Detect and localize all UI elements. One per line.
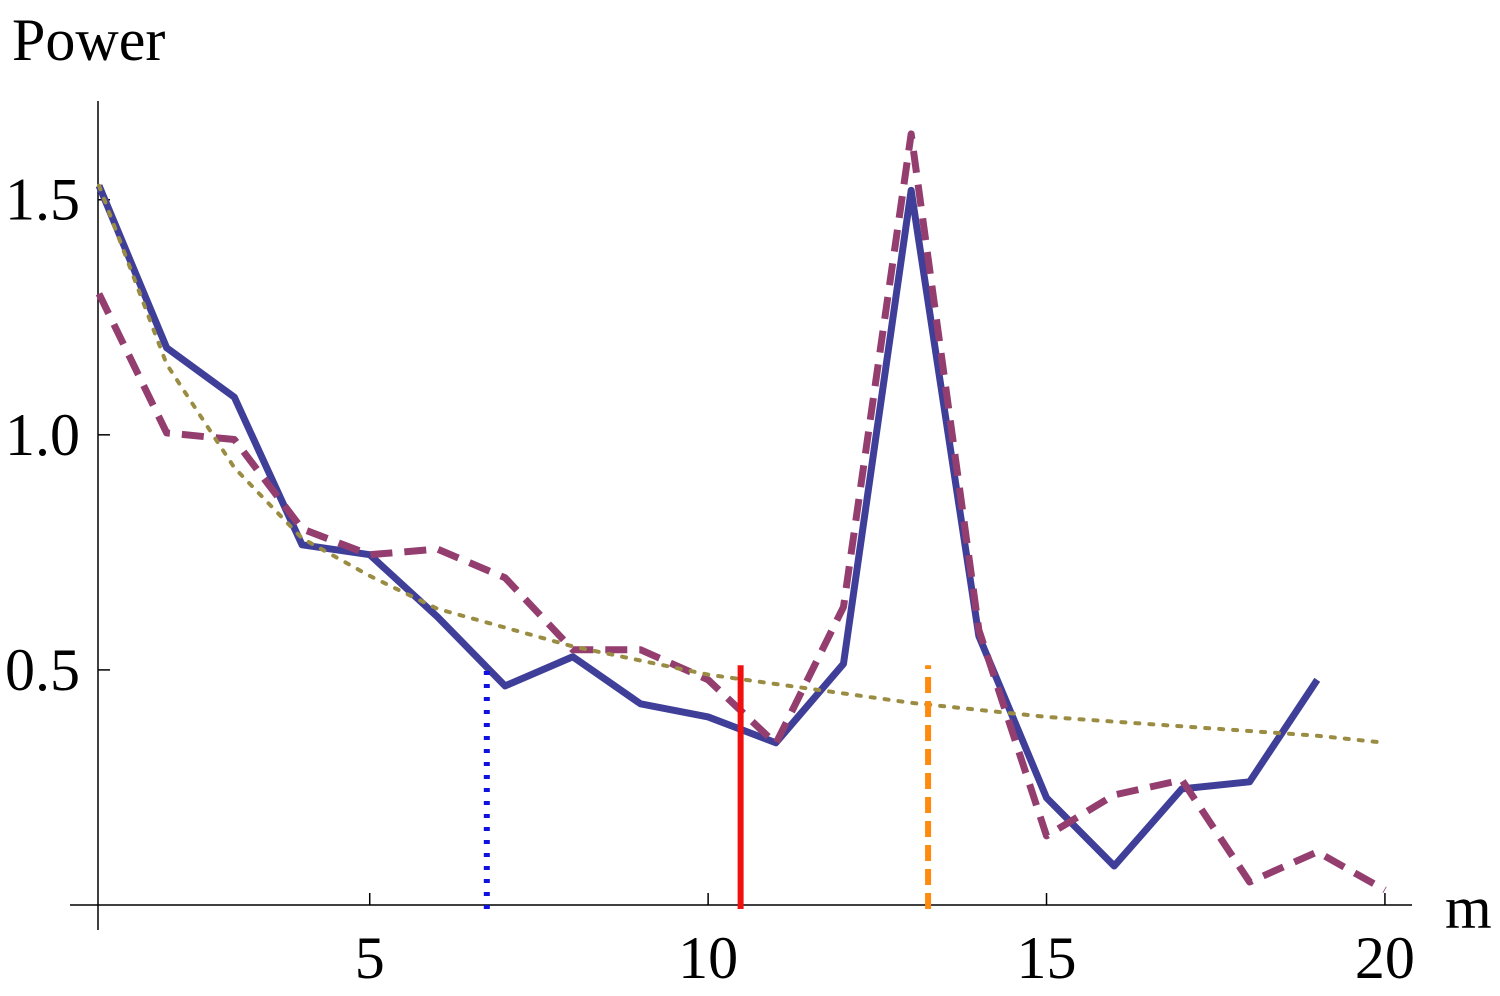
x-tick-label: 20 (1355, 925, 1415, 991)
series-line (95, 184, 1321, 870)
series-line (97, 183, 1387, 745)
y-tick-label: 0.5 (5, 637, 80, 703)
x-tick-label: 10 (678, 925, 738, 991)
y-axis-label: Power (12, 7, 165, 73)
x-tick-label: 5 (355, 925, 385, 991)
x-tick-label: 15 (1017, 925, 1077, 991)
x-axis-label: m (1445, 875, 1492, 941)
y-tick-label: 1.5 (5, 167, 80, 233)
y-tick-label: 1.0 (5, 402, 80, 468)
